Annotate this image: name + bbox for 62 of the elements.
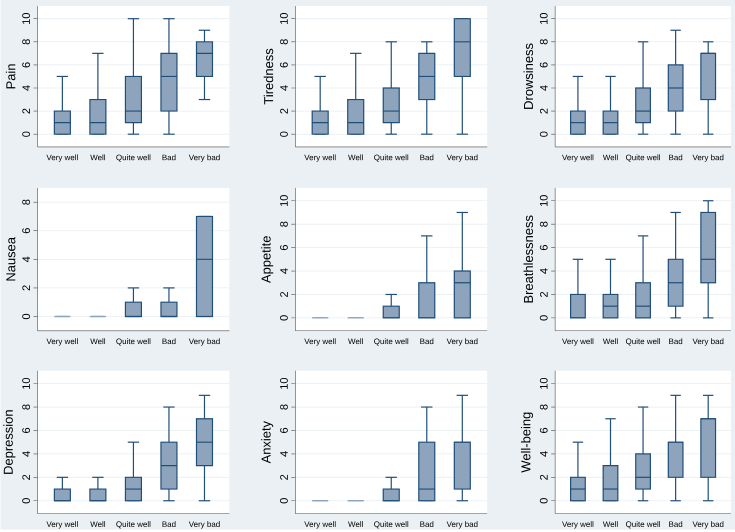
y-tick-label: 4 bbox=[540, 85, 548, 91]
y-axis-title: Appetite bbox=[261, 236, 274, 284]
y-axis-title: Pain bbox=[6, 64, 16, 88]
y-tick-label: 4 bbox=[22, 85, 30, 91]
y-tick-label: 10 bbox=[280, 13, 288, 24]
y-tick-label: 10 bbox=[22, 13, 30, 24]
y-tick-label: 4 bbox=[280, 85, 288, 91]
y-axis-title: Nausea bbox=[6, 237, 16, 281]
y-tick-label: 0 bbox=[22, 132, 30, 137]
y-tick-label: 2 bbox=[280, 108, 288, 114]
y-tick-label: 8 bbox=[280, 222, 288, 227]
y-tick-label: 0 bbox=[22, 314, 30, 320]
y-tick-label: 6 bbox=[540, 62, 548, 68]
y-axis-title: Breathlessness bbox=[524, 216, 534, 303]
y-tick-label: 8 bbox=[540, 404, 548, 410]
y-tick-label: 0 bbox=[540, 132, 548, 137]
y-tick-label: 6 bbox=[280, 62, 288, 68]
y-axis-title: Drowsiness bbox=[524, 44, 534, 109]
y-tick-label: 10 bbox=[280, 378, 288, 389]
y-tick-label: 8 bbox=[540, 222, 548, 227]
y-tick-label: 0 bbox=[280, 132, 288, 137]
y-axis-title: Anxiety bbox=[261, 421, 274, 464]
y-tick-label: 10 bbox=[540, 195, 548, 206]
y-tick-label: 6 bbox=[22, 428, 30, 433]
y-tick-label: 2 bbox=[280, 474, 288, 480]
y-tick-label: 0 bbox=[22, 498, 30, 504]
y-tick-label: 8 bbox=[22, 39, 30, 44]
y-tick-label: 2 bbox=[540, 474, 548, 480]
y-tick-label: 6 bbox=[22, 62, 30, 68]
y-tick-label: 8 bbox=[22, 404, 30, 410]
y-tick-label: 4 bbox=[22, 256, 30, 262]
y-tick-label: 10 bbox=[540, 13, 548, 24]
y-tick-label: 2 bbox=[540, 108, 548, 114]
y-tick-label: 2 bbox=[22, 474, 30, 480]
y-tick-label: 4 bbox=[540, 268, 548, 274]
y-tick-label: 0 bbox=[540, 315, 548, 321]
y-tick-label: 0 bbox=[280, 498, 288, 504]
y-tick-label: 0 bbox=[280, 315, 288, 321]
y-tick-label: 4 bbox=[540, 451, 548, 457]
y-tick-label: 6 bbox=[280, 428, 288, 433]
y-tick-label: 4 bbox=[280, 268, 288, 274]
y-tick-label: 8 bbox=[540, 39, 548, 44]
y-tick-label: 8 bbox=[280, 404, 288, 410]
y-tick-label: 6 bbox=[540, 245, 548, 250]
y-tick-label: 2 bbox=[540, 292, 548, 297]
y-axis-title: Depression bbox=[3, 410, 16, 474]
y-tick-label: 10 bbox=[280, 195, 288, 206]
y-tick-label: 6 bbox=[22, 228, 30, 234]
y-tick-label: 2 bbox=[22, 285, 30, 290]
y-tick-label: 6 bbox=[280, 245, 288, 250]
y-axis-title: Well-being bbox=[520, 412, 534, 473]
y-tick-label: 8 bbox=[280, 39, 288, 44]
y-tick-label: 4 bbox=[22, 451, 30, 457]
y-axis-title: Tiredness bbox=[264, 48, 274, 104]
y-tick-label: 10 bbox=[22, 378, 30, 389]
y-tick-label: 2 bbox=[22, 108, 30, 114]
y-tick-label: 0 bbox=[540, 498, 548, 504]
y-tick-label: 6 bbox=[540, 428, 548, 433]
y-tick-label: 4 bbox=[280, 451, 288, 457]
y-tick-label: 2 bbox=[280, 292, 288, 297]
y-tick-label: 10 bbox=[540, 378, 548, 389]
y-tick-label: 8 bbox=[22, 200, 30, 205]
